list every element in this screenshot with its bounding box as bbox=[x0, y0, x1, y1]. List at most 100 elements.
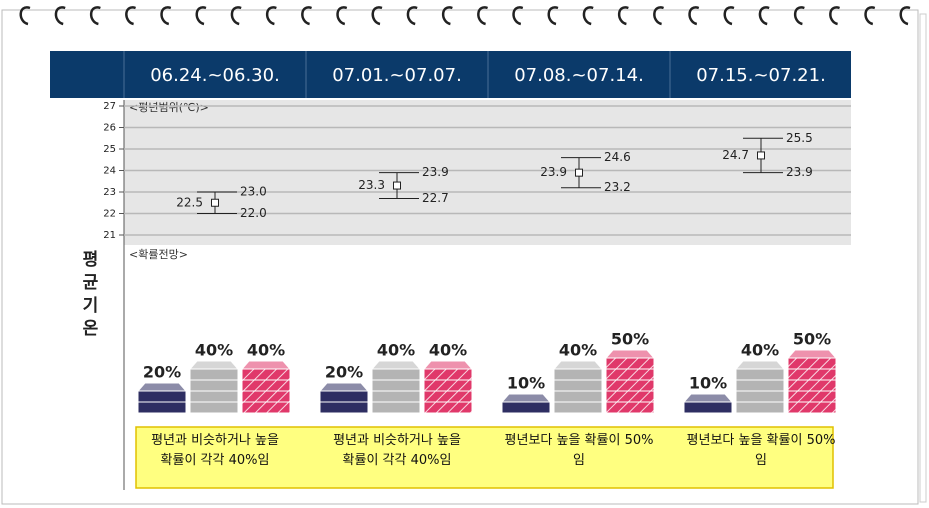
stack-layer bbox=[735, 379, 785, 392]
ring bbox=[653, 6, 664, 26]
stack-layer bbox=[371, 401, 421, 414]
ring bbox=[265, 6, 277, 26]
prob-stack bbox=[604, 349, 656, 414]
summary-text: 평년보다 높을 확률이 50%임 bbox=[504, 433, 654, 468]
summary-text: 평년과 비슷하거나 높을 확률이 각각 40%임 bbox=[151, 433, 279, 468]
prob-label: 40% bbox=[247, 341, 285, 360]
stack-top bbox=[682, 393, 734, 403]
stack-layer bbox=[189, 368, 239, 381]
prob-stack bbox=[682, 393, 734, 414]
mid-marker bbox=[393, 181, 401, 190]
stack-top bbox=[500, 393, 552, 403]
high-label: 25.5 bbox=[786, 131, 813, 145]
stack-top bbox=[552, 360, 604, 370]
stack-layer bbox=[553, 379, 603, 392]
prob-stack bbox=[552, 360, 604, 414]
prob-stack bbox=[370, 360, 422, 414]
y-tick-label: 26 bbox=[103, 123, 116, 134]
prob-label: 40% bbox=[195, 341, 233, 360]
range-chart-bg bbox=[124, 100, 851, 245]
summary-text: 평년보다 높을 확률이 50%임 bbox=[686, 433, 836, 468]
summary-box bbox=[135, 426, 834, 489]
stack-hatch bbox=[606, 380, 654, 391]
high-label: 24.6 bbox=[604, 150, 631, 164]
low-label: 23.2 bbox=[604, 180, 631, 194]
stack-top-shade bbox=[190, 361, 238, 369]
stack-hatch bbox=[788, 358, 836, 369]
period-label: 06.24.~06.30. bbox=[150, 65, 280, 86]
ring bbox=[230, 6, 242, 26]
y-tick-label: 24 bbox=[103, 166, 116, 177]
prob-stack bbox=[188, 360, 240, 414]
stack-top-shade bbox=[684, 394, 732, 402]
stack-layer bbox=[137, 401, 187, 414]
ring bbox=[793, 6, 805, 26]
stack-layer bbox=[189, 390, 239, 403]
prob-label: 40% bbox=[559, 341, 597, 360]
stack-hatch bbox=[606, 369, 654, 380]
header-band bbox=[50, 51, 851, 98]
stack-hatch bbox=[788, 402, 836, 413]
period-label: 07.08.~07.14. bbox=[514, 65, 644, 86]
stack-hatch bbox=[242, 391, 290, 402]
ring bbox=[336, 6, 348, 26]
prob-label: 20% bbox=[325, 363, 363, 382]
prob-label: 50% bbox=[611, 330, 649, 349]
range-chart-title: <평년범위(℃)> bbox=[129, 101, 209, 114]
stack-top-shade bbox=[788, 350, 836, 358]
ring bbox=[864, 6, 876, 26]
mid-marker bbox=[757, 151, 765, 160]
mid-marker bbox=[575, 168, 583, 177]
stack-top bbox=[240, 360, 292, 370]
stack-top-shade bbox=[554, 361, 602, 369]
stack-hatch bbox=[242, 402, 290, 413]
stack-layer bbox=[319, 390, 369, 403]
low-label: 22.7 bbox=[422, 191, 449, 205]
stack-top-shade bbox=[372, 361, 420, 369]
prob-label: 40% bbox=[377, 341, 415, 360]
ring bbox=[301, 6, 312, 26]
stack-layer bbox=[371, 379, 421, 392]
prob-label: 40% bbox=[429, 341, 467, 360]
ring bbox=[829, 6, 840, 26]
stack-layer bbox=[319, 401, 369, 414]
y-tick-label: 27 bbox=[103, 101, 116, 112]
stack-hatch bbox=[242, 380, 290, 391]
stack-top bbox=[188, 360, 240, 370]
stack-layer bbox=[735, 368, 785, 381]
prob-stack bbox=[240, 360, 292, 414]
mid-marker bbox=[211, 198, 219, 207]
summary-wrap: 평년과 비슷하거나 높을 확률이 각각 40%임 bbox=[333, 433, 461, 468]
period-label: 07.15.~07.21. bbox=[696, 65, 826, 86]
summary-text: 평년과 비슷하거나 높을 확률이 각각 40%임 bbox=[333, 433, 461, 468]
stack-top bbox=[370, 360, 422, 370]
high-label: 23.9 bbox=[422, 165, 449, 179]
stack-top-shade bbox=[736, 361, 784, 369]
stack-layer bbox=[371, 368, 421, 381]
ring bbox=[547, 6, 559, 26]
stack-hatch bbox=[242, 369, 290, 380]
stack-layer bbox=[683, 401, 733, 414]
ring bbox=[688, 6, 700, 26]
summary-wrap: 평년보다 높을 확률이 50%임 bbox=[686, 433, 836, 468]
ring bbox=[758, 6, 770, 26]
prob-chart-title: <확률전망> bbox=[129, 248, 188, 261]
stack-layer bbox=[553, 390, 603, 403]
ring bbox=[617, 6, 629, 26]
ring bbox=[441, 6, 453, 26]
y-tick-label: 25 bbox=[103, 144, 116, 155]
ring bbox=[371, 6, 383, 26]
stack-layer bbox=[735, 390, 785, 403]
prob-stack bbox=[136, 382, 188, 414]
prob-label: 40% bbox=[741, 341, 779, 360]
stack-top-shade bbox=[606, 350, 654, 358]
ring bbox=[899, 6, 911, 26]
spiral-rings bbox=[19, 6, 911, 26]
prob-label: 20% bbox=[143, 363, 181, 382]
stack-layer bbox=[553, 401, 603, 414]
ring bbox=[125, 6, 136, 26]
stack-top-shade bbox=[502, 394, 550, 402]
high-label: 23.0 bbox=[240, 185, 267, 199]
prob-stack bbox=[786, 349, 838, 414]
